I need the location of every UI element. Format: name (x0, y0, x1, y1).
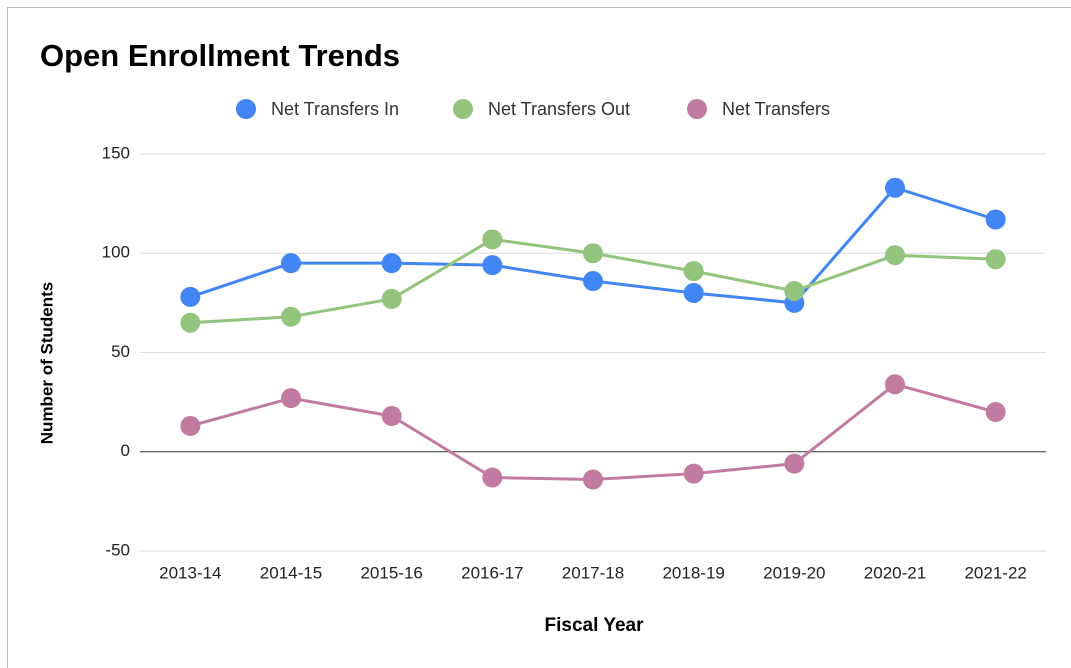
data-point (281, 306, 301, 327)
data-point (482, 255, 503, 276)
data-point (683, 261, 704, 282)
data-point (381, 253, 402, 274)
legend-label: Net Transfers In (271, 99, 399, 119)
frame (7, 7, 1071, 668)
x-tick-label: 2015-16 (360, 563, 422, 582)
data-point (482, 467, 503, 488)
data-point (885, 374, 905, 395)
y-tick-label: 150 (102, 143, 130, 162)
x-tick-label: 2016-17 (461, 563, 523, 582)
data-point (180, 415, 201, 436)
x-tick-label: 2021-22 (964, 563, 1026, 582)
data-point (583, 243, 603, 264)
data-point (985, 209, 1006, 230)
x-tick-label: 2017-18 (562, 563, 624, 582)
legend-label: Net Transfers (722, 99, 830, 119)
data-point (381, 288, 402, 309)
data-point (482, 229, 503, 250)
data-point (583, 271, 603, 292)
y-tick-label: 0 (121, 441, 130, 460)
legend-label: Net Transfers Out (488, 99, 630, 119)
data-point (180, 286, 201, 307)
legend-marker (453, 99, 473, 119)
x-tick-label: 2018-19 (662, 563, 724, 582)
data-point (985, 249, 1006, 270)
data-point (583, 469, 603, 490)
legend-marker (687, 99, 707, 119)
data-point (985, 402, 1006, 423)
y-tick-label: 100 (102, 243, 130, 262)
x-tick-label: 2019-20 (763, 563, 825, 582)
data-point (784, 453, 805, 474)
x-tick-label: 2014-15 (260, 563, 322, 582)
legend-marker (236, 99, 256, 119)
data-point (885, 245, 905, 266)
y-tick-label: 50 (111, 342, 130, 361)
y-tick-label: -50 (105, 540, 130, 559)
data-point (885, 177, 905, 198)
data-point (683, 282, 704, 303)
data-point (784, 280, 805, 301)
x-tick-label: 2020-21 (864, 563, 926, 582)
data-point (683, 463, 704, 484)
data-point (281, 388, 301, 409)
data-point (381, 406, 402, 427)
chart-title: Open Enrollment Trends (40, 38, 400, 73)
x-axis-title: Fiscal Year (545, 615, 645, 636)
data-point (180, 312, 201, 333)
y-axis-title: Number of Students (37, 282, 56, 444)
data-point (281, 253, 301, 274)
x-tick-label: 2013-14 (159, 563, 221, 582)
